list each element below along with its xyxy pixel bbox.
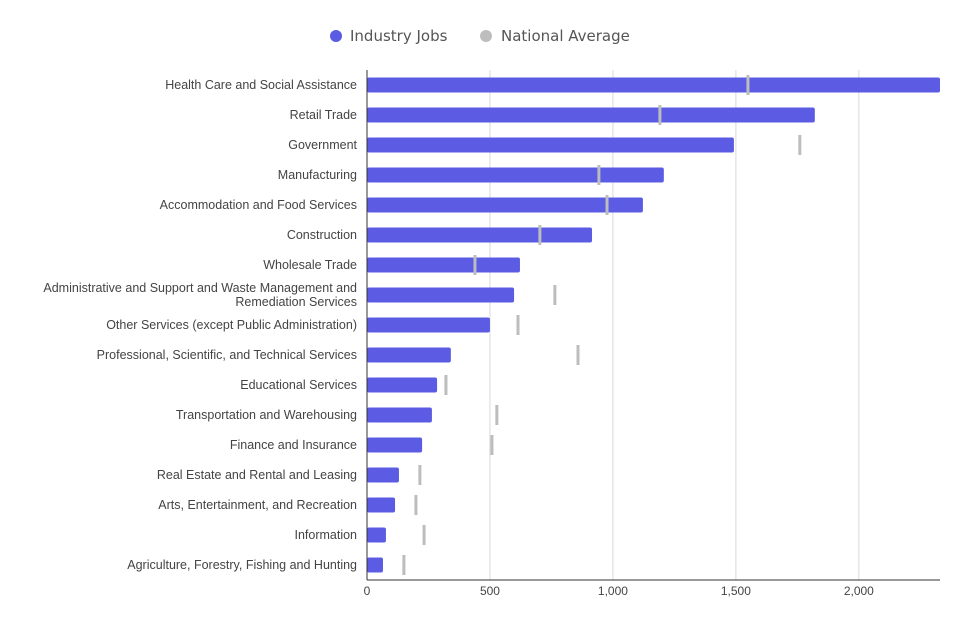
mark-national-average[interactable] — [490, 435, 494, 455]
bar-industry-jobs[interactable] — [367, 377, 438, 393]
legend-marker-national-average — [480, 30, 492, 42]
x-axis-ticks: 0 500 1,000 1,500 2,000 — [364, 584, 875, 598]
bar-industry-jobs[interactable] — [367, 197, 643, 213]
bar-industry-jobs[interactable] — [367, 497, 396, 513]
bar-industry-jobs[interactable] — [367, 527, 386, 543]
legend: Industry Jobs National Average — [330, 27, 630, 45]
category-label: Other Services (except Public Administra… — [106, 318, 357, 332]
mark-national-average[interactable] — [597, 165, 601, 185]
mark-national-average[interactable] — [422, 525, 426, 545]
bar-industry-jobs[interactable] — [367, 137, 734, 153]
legend-label: Industry Jobs — [350, 27, 448, 45]
category-label: Health Care and Social Assistance — [165, 78, 357, 92]
bar-industry-jobs[interactable] — [367, 257, 520, 273]
mark-national-average[interactable] — [418, 465, 422, 485]
national-average-marks — [402, 75, 802, 575]
bar-industry-jobs[interactable] — [367, 317, 490, 333]
x-tick-label: 1,000 — [598, 584, 628, 598]
mark-national-average[interactable] — [605, 195, 609, 215]
category-label: Educational Services — [240, 378, 357, 392]
bar-industry-jobs[interactable] — [367, 557, 383, 573]
category-label: Finance and Insurance — [230, 438, 357, 452]
legend-label: National Average — [501, 27, 630, 45]
bar-industry-jobs[interactable] — [367, 107, 815, 123]
category-label: Construction — [287, 228, 357, 242]
mark-national-average[interactable] — [516, 315, 520, 335]
legend-item-industry-jobs[interactable]: Industry Jobs — [330, 27, 448, 45]
bar-industry-jobs[interactable] — [367, 227, 593, 243]
mark-national-average[interactable] — [553, 285, 557, 305]
category-label: Manufacturing — [278, 168, 357, 182]
x-tick-label: 500 — [480, 584, 500, 598]
category-label: Wholesale Trade — [263, 258, 357, 272]
bar-industry-jobs[interactable] — [367, 407, 432, 423]
category-label: Accommodation and Food Services — [160, 198, 357, 212]
mark-national-average[interactable] — [538, 225, 542, 245]
mark-national-average[interactable] — [576, 345, 580, 365]
bar-industry-jobs[interactable] — [367, 437, 423, 453]
mark-national-average[interactable] — [658, 105, 662, 125]
mark-national-average[interactable] — [444, 375, 448, 395]
category-label: Arts, Entertainment, and Recreation — [158, 498, 357, 512]
category-label: Government — [288, 138, 357, 152]
category-label: Information — [294, 528, 357, 542]
mark-national-average[interactable] — [402, 555, 406, 575]
category-label: Agriculture, Forestry, Fishing and Hunti… — [127, 558, 357, 572]
bar-industry-jobs[interactable] — [367, 77, 940, 93]
bar-industry-jobs[interactable] — [367, 167, 664, 183]
x-tick-label: 1,500 — [721, 584, 751, 598]
category-label: Administrative and Support and Waste Man… — [43, 281, 357, 309]
mark-national-average[interactable] — [746, 75, 750, 95]
mark-national-average[interactable] — [414, 495, 418, 515]
bar-industry-jobs[interactable] — [367, 287, 515, 303]
legend-marker-industry-jobs — [330, 30, 342, 42]
category-labels: Health Care and Social Assistance Retail … — [43, 78, 357, 572]
category-label: Retail Trade — [290, 108, 357, 122]
mark-national-average[interactable] — [495, 405, 499, 425]
mark-national-average[interactable] — [473, 255, 477, 275]
x-tick-label: 2,000 — [844, 584, 874, 598]
category-label: Transportation and Warehousing — [176, 408, 357, 422]
bar-industry-jobs[interactable] — [367, 467, 399, 483]
legend-item-national-average[interactable]: National Average — [480, 27, 630, 45]
bar-industry-jobs[interactable] — [367, 347, 451, 363]
bars — [367, 77, 940, 573]
x-tick-label: 0 — [364, 584, 371, 598]
mark-national-average[interactable] — [798, 135, 802, 155]
category-label: Real Estate and Rental and Leasing — [157, 468, 357, 482]
category-label: Professional, Scientific, and Technical … — [97, 348, 357, 362]
